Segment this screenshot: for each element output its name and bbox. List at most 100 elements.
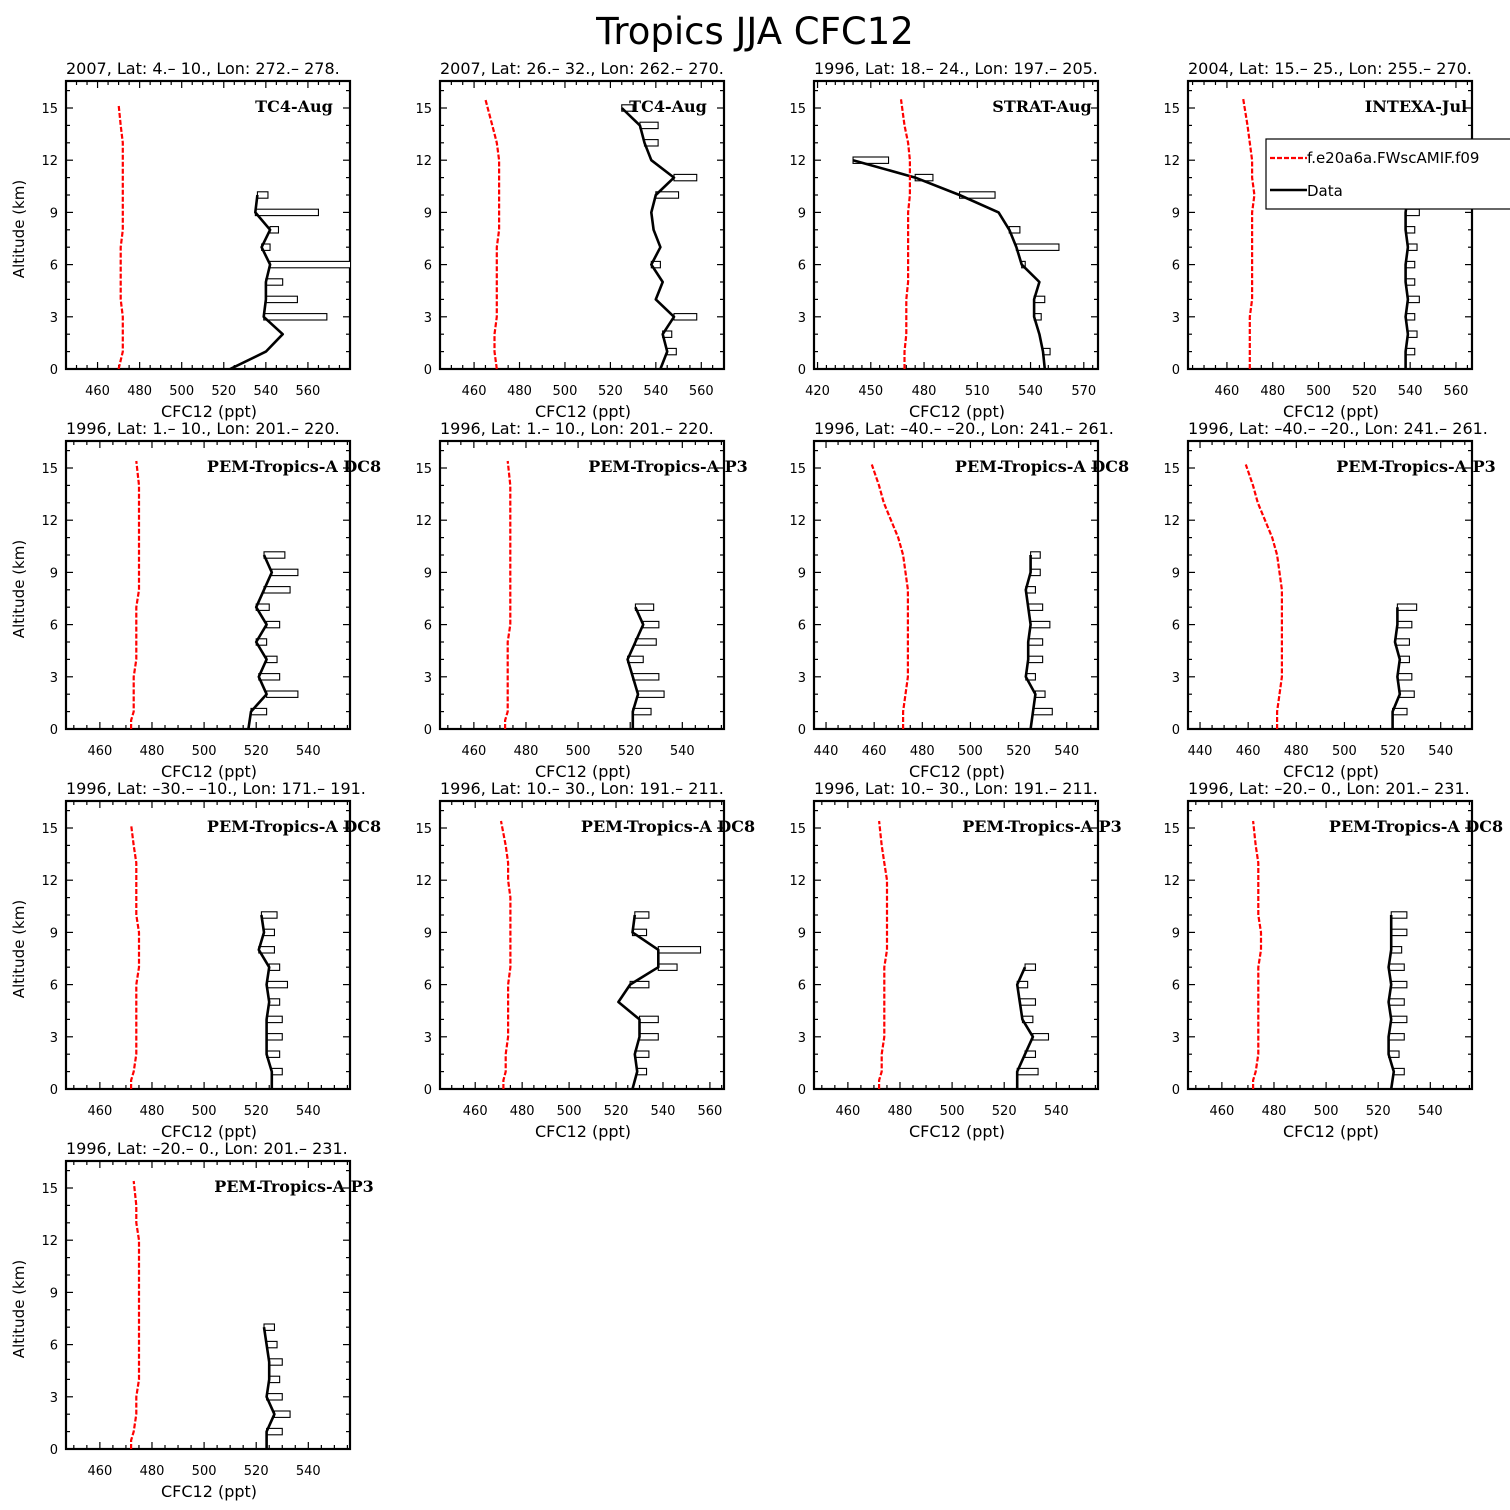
data-layer bbox=[130, 1180, 291, 1449]
obs-error-box bbox=[1393, 1067, 1405, 1076]
campaign-label: TC4-Aug bbox=[255, 97, 333, 116]
x-tick-label: 500 bbox=[566, 744, 591, 759]
y-tick-label: 9 bbox=[424, 926, 432, 941]
x-tick-label: 480 bbox=[514, 744, 539, 759]
plot-frame bbox=[812, 439, 1100, 731]
x-tick-label: 480 bbox=[1262, 1104, 1287, 1119]
x-tick-label: 420 bbox=[805, 384, 830, 399]
y-axis-label: Altitude (km) bbox=[10, 180, 28, 278]
obs-error-box bbox=[1405, 208, 1420, 217]
chart-panel: 1996, Lat: 18.– 24., Lon: 197.– 205. 0 3 6 9… bbox=[789, 59, 1100, 421]
y-tick-label: 15 bbox=[789, 822, 806, 837]
obs-error-box bbox=[1030, 620, 1051, 629]
obs-error-box bbox=[1388, 1033, 1405, 1041]
obs-error-box bbox=[632, 673, 660, 681]
obs-series-line bbox=[247, 554, 274, 729]
obs-error-box bbox=[1030, 568, 1041, 577]
x-tick-label: 540 bbox=[296, 1464, 321, 1479]
obs-error-box bbox=[263, 928, 275, 937]
y-tick-label: 6 bbox=[1172, 259, 1180, 274]
x-tick-label: 480 bbox=[1284, 744, 1309, 759]
x-axis-label: CFC12 (ppt) bbox=[909, 1122, 1005, 1141]
plot-frame bbox=[812, 79, 1100, 371]
y-tick-label: 3 bbox=[50, 1031, 58, 1046]
x-tick-label: 520 bbox=[244, 744, 269, 759]
legend-box bbox=[1265, 138, 1510, 210]
obs-error-box bbox=[1032, 1033, 1050, 1041]
y-tick-label: 12 bbox=[41, 154, 58, 169]
x-tick-label: 480 bbox=[910, 744, 935, 759]
model-series-line bbox=[1241, 97, 1256, 369]
x-tick-label: 460 bbox=[862, 744, 887, 759]
campaign-label: STRAT-Aug bbox=[992, 97, 1091, 116]
x-tick-label: 440 bbox=[1188, 744, 1213, 759]
obs-error-box bbox=[642, 620, 660, 629]
obs-series-line bbox=[1391, 607, 1402, 729]
model-series-line bbox=[130, 1180, 141, 1449]
y-tick-label: 0 bbox=[1172, 363, 1180, 378]
obs-error-box bbox=[266, 655, 278, 664]
chart-panel: 1996, Lat: 1.– 10., Lon: 201.– 220. 0 3 6 9 1… bbox=[415, 419, 747, 781]
chart-panel: 2007, Lat: 26.– 32., Lon: 262.– 270. 0 3 6 9… bbox=[415, 59, 726, 421]
x-axis-label: CFC12 (ppt) bbox=[1283, 1122, 1379, 1141]
plot-frame bbox=[438, 799, 726, 1091]
x-axis-label: CFC12 (ppt) bbox=[161, 1482, 257, 1501]
campaign-label: PEM-Tropics-A DC8 bbox=[955, 457, 1129, 476]
y-tick-label: 0 bbox=[50, 723, 58, 738]
model-series-line bbox=[1244, 464, 1284, 729]
panel-title: 1996, Lat: 18.– 24., Lon: 197.– 205. bbox=[814, 59, 1098, 78]
x-tick-label: 540 bbox=[670, 744, 695, 759]
x-tick-label: 520 bbox=[618, 744, 643, 759]
obs-error-box bbox=[638, 1033, 659, 1041]
x-tick-label: 500 bbox=[553, 384, 578, 399]
obs-error-box bbox=[258, 673, 281, 681]
x-tick-label: 520 bbox=[992, 1104, 1017, 1119]
obs-error-box bbox=[266, 1033, 283, 1041]
model-series-line bbox=[504, 460, 512, 729]
panel-title: 2007, Lat: 4.– 10., Lon: 272.– 278. bbox=[66, 59, 340, 78]
obs-error-box bbox=[621, 104, 634, 112]
y-tick-label: 12 bbox=[41, 514, 58, 529]
data-layer bbox=[504, 460, 665, 729]
x-tick-label: 540 bbox=[296, 744, 321, 759]
obs-error-box bbox=[636, 1067, 648, 1076]
y-tick-label: 6 bbox=[50, 259, 58, 274]
obs-error-box bbox=[1390, 911, 1408, 919]
y-tick-label: 15 bbox=[1163, 462, 1180, 477]
obs-error-box bbox=[263, 313, 328, 321]
x-tick-label: 520 bbox=[1366, 1104, 1391, 1119]
panel-title: 1996, Lat: 1.– 10., Lon: 201.– 220. bbox=[440, 419, 714, 438]
y-tick-label: 0 bbox=[50, 363, 58, 378]
x-tick-label: 570 bbox=[1071, 384, 1096, 399]
obs-series-line bbox=[262, 1327, 276, 1449]
obs-series-line bbox=[626, 606, 645, 729]
x-tick-label: 480 bbox=[140, 744, 165, 759]
y-tick-label: 3 bbox=[798, 1031, 806, 1046]
x-tick-label: 540 bbox=[1018, 384, 1043, 399]
obs-error-box bbox=[273, 1410, 291, 1418]
y-tick-label: 6 bbox=[50, 979, 58, 994]
y-tick-label: 3 bbox=[424, 1031, 432, 1046]
y-tick-label: 15 bbox=[41, 102, 58, 117]
y-tick-label: 0 bbox=[50, 1083, 58, 1098]
x-tick-label: 520 bbox=[244, 1104, 269, 1119]
x-tick-label: 500 bbox=[1306, 384, 1331, 399]
panel-title: 2004, Lat: 15.– 25., Lon: 255.– 270. bbox=[1188, 59, 1472, 78]
data-layer bbox=[1241, 97, 1420, 369]
obs-series-line bbox=[257, 914, 274, 1089]
panel-title: 1996, Lat: 10.– 30., Lon: 191.– 211. bbox=[440, 779, 724, 798]
y-tick-label: 6 bbox=[798, 619, 806, 634]
plot-frame bbox=[438, 79, 726, 371]
x-tick-label: 500 bbox=[1314, 1104, 1339, 1119]
chart-panel: 2004, Lat: 15.– 25., Lon: 255.– 270. 0 3 6 9… bbox=[1163, 59, 1510, 421]
x-axis-label: CFC12 (ppt) bbox=[909, 402, 1005, 421]
obs-error-box bbox=[1407, 243, 1418, 251]
chart-panel: 1996, Lat: –40.– –20., Lon: 241.– 261. 0 3… bbox=[789, 419, 1129, 781]
y-tick-label: 9 bbox=[1172, 926, 1180, 941]
figure-title: Tropics JJA CFC12 bbox=[595, 10, 914, 53]
y-tick-label: 3 bbox=[1172, 1031, 1180, 1046]
x-tick-label: 520 bbox=[1380, 744, 1405, 759]
data-layer bbox=[484, 99, 698, 369]
y-tick-label: 6 bbox=[50, 619, 58, 634]
y-tick-label: 12 bbox=[789, 874, 806, 889]
